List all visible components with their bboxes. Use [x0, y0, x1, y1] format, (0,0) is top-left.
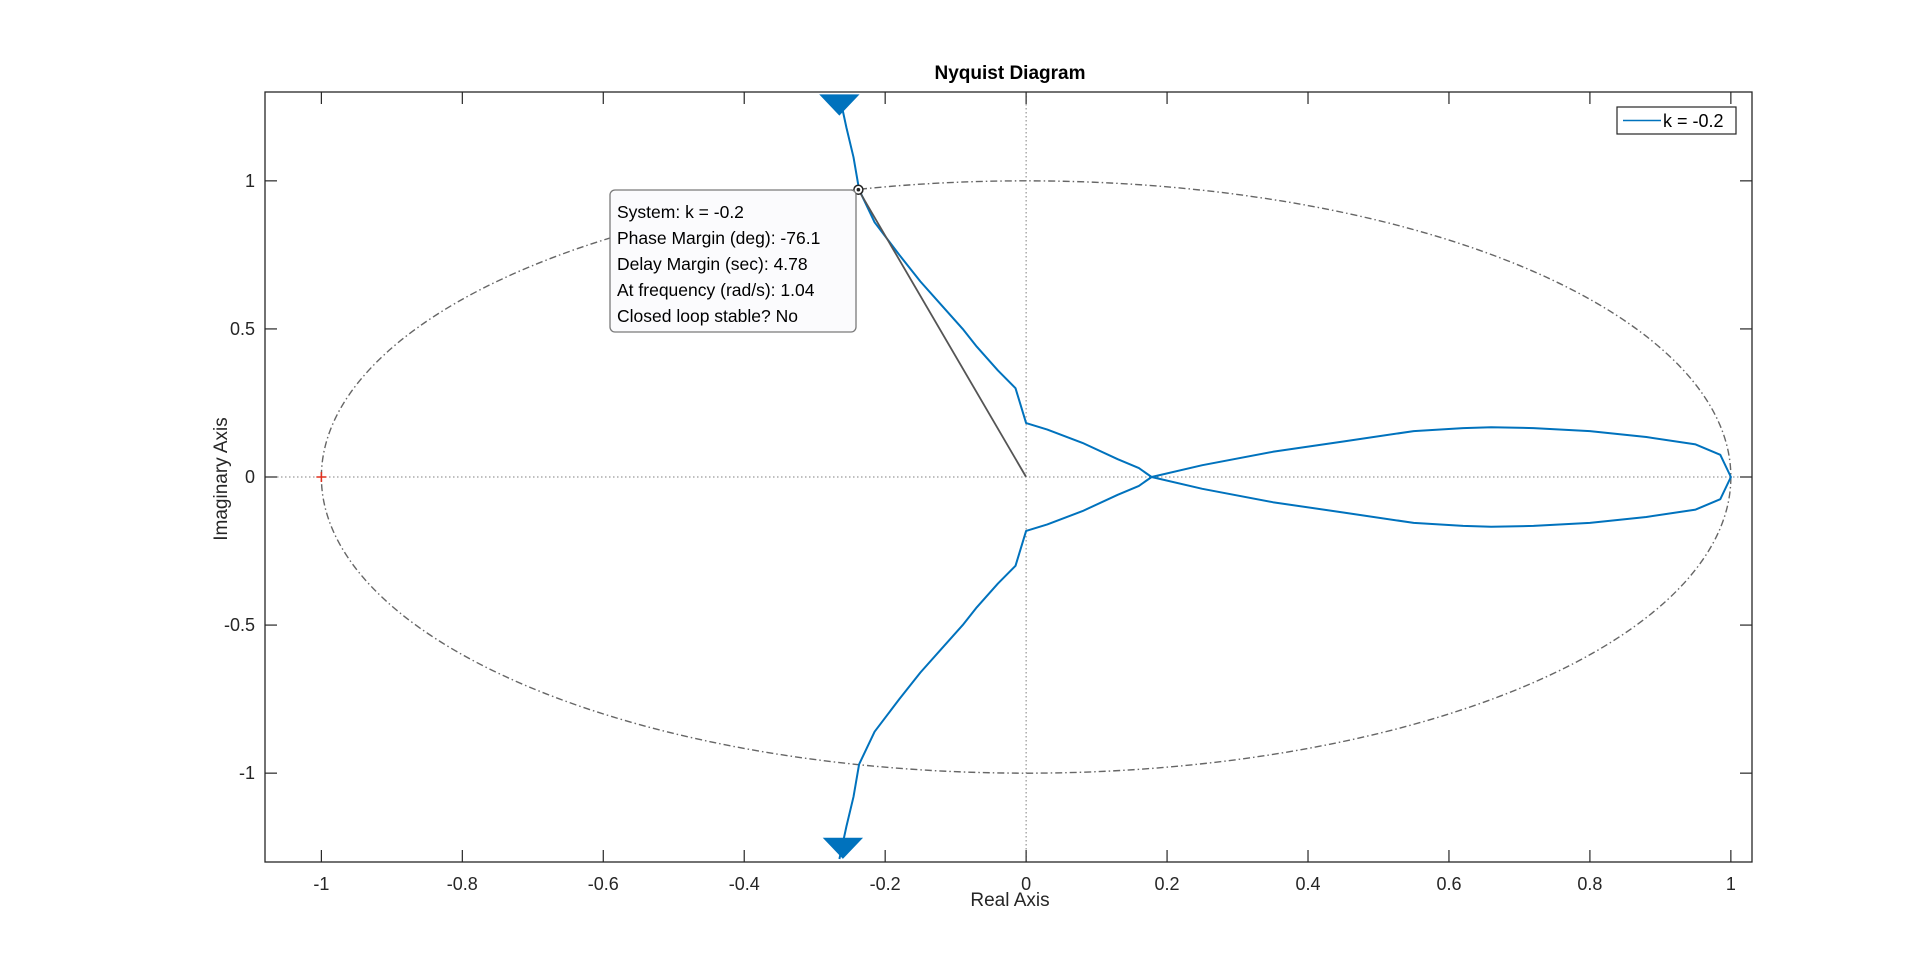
x-tick-label: -0.4 — [729, 874, 760, 894]
y-tick-label: 0 — [245, 467, 255, 487]
datatip-line: Closed loop stable? No — [617, 306, 798, 326]
legend-label: k = -0.2 — [1663, 111, 1724, 131]
y-tick-label: -1 — [239, 763, 255, 783]
x-tick-label: 0 — [1021, 874, 1031, 894]
nyquist-curve-loop — [1151, 426, 1732, 528]
datatip-line: System: k = -0.2 — [617, 202, 744, 222]
x-tick-label: 0.8 — [1577, 874, 1602, 894]
datatip-line: At frequency (rad/s): 1.04 — [617, 280, 815, 300]
chart-title: Nyquist Diagram — [935, 63, 1086, 84]
x-tick-label: -0.2 — [870, 874, 901, 894]
plot-area[interactable]: -1 -0.8 -0.6 -0.4 -0.2 0 0.2 0.4 0.6 0.8 1 -1 -0.5 0 0… — [224, 91, 1753, 894]
x-tick-label: -0.8 — [447, 874, 478, 894]
x-tick-label: -1 — [313, 874, 329, 894]
y-axis-title: Imaginary Axis — [211, 417, 232, 541]
x-tick-label: 1 — [1726, 874, 1736, 894]
datatip-marker-dot — [856, 187, 861, 192]
direction-arrow — [822, 837, 864, 859]
y-tick-label: 1 — [245, 171, 255, 191]
y-tick-label: -0.5 — [224, 615, 255, 635]
y-tick-label: 0.5 — [230, 319, 255, 339]
direction-arrow — [819, 94, 860, 116]
x-axis-title: Real Axis — [970, 890, 1049, 911]
datatip-margin-line — [857, 189, 1027, 478]
axes-box — [264, 91, 1753, 863]
datatip-line: Phase Margin (deg): -76.1 — [617, 228, 820, 248]
x-tick-label: 0.6 — [1436, 874, 1461, 894]
x-tick-label: -0.6 — [588, 874, 619, 894]
nyquist-curve-lower-branch — [838, 476, 1153, 860]
x-tick-label: 0.2 — [1155, 874, 1180, 894]
x-tick-label: 0.4 — [1295, 874, 1320, 894]
datatip-box — [609, 189, 857, 333]
nyquist-curve-upper-branch — [838, 94, 1153, 478]
datatip-line: Delay Margin (sec): 4.78 — [617, 254, 808, 274]
